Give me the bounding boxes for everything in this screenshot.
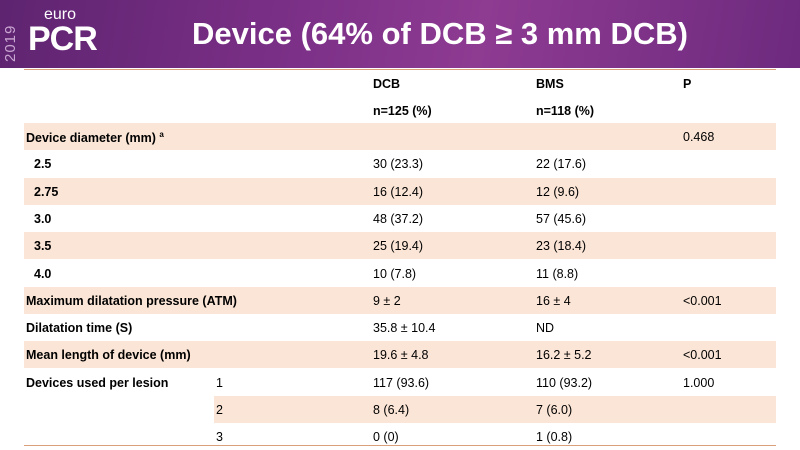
table-cell: 1 (0.8) — [536, 430, 573, 445]
column-header: P — [683, 77, 692, 91]
table-cell: 16 ± 4 — [536, 293, 571, 308]
header-band — [0, 0, 800, 68]
row-shade — [24, 232, 776, 260]
table-cell: Dilatation time (S) — [26, 321, 133, 336]
table-cell: 11 (8.8) — [536, 266, 579, 281]
table-cell: 8 (6.4) — [373, 403, 410, 417]
column-header: DCB — [373, 77, 401, 91]
table-cell: 9 ± 2 — [373, 293, 401, 308]
table-cell: 23 (18.4) — [536, 239, 587, 254]
table-cell: Mean length of device (mm) — [26, 348, 191, 363]
table-cell: 0.468 — [683, 130, 715, 144]
table-cell: 16.2 ± 5.2 — [536, 348, 592, 363]
table-cell: Devices used per lesion — [26, 375, 169, 390]
table-cell: 22 (17.6) — [536, 157, 587, 172]
table-cell: Device diameter (mm) a — [26, 130, 164, 146]
row-shade — [24, 123, 776, 150]
table-cell: 3.5 — [34, 239, 52, 254]
table-cell: 4.0 — [34, 266, 52, 281]
table-cell: 7 (6.0) — [536, 403, 573, 417]
table-cell: 48 (37.2) — [373, 211, 424, 226]
table-cell: 0 (0) — [373, 430, 399, 445]
row-shade — [24, 286, 776, 314]
table-cell: 1.000 — [683, 375, 715, 390]
table-cell: 3.0 — [34, 211, 52, 226]
logo-top: euro — [44, 6, 77, 23]
table-cell: 117 (93.6) — [373, 375, 430, 390]
table-cell: 110 (93.2) — [536, 375, 593, 390]
year: 2019 — [2, 24, 19, 62]
table-bottom-rule — [24, 445, 776, 446]
table-cell: 2.5 — [34, 157, 52, 172]
logo: PCR — [28, 20, 98, 58]
table-cell: 16 (12.4) — [373, 184, 424, 199]
column-subheader: n=118 (%) — [536, 104, 595, 118]
table-cell: 25 (19.4) — [373, 239, 424, 254]
table-cell: 1 — [216, 375, 223, 390]
table-cell: 2.75 — [34, 184, 59, 199]
table-cell: 30 (23.3) — [373, 157, 424, 172]
row-shade — [24, 177, 776, 205]
table-cell: 12 (9.6) — [536, 184, 580, 199]
table-cell: 57 (45.6) — [536, 211, 587, 226]
table-cell: 2 — [216, 403, 223, 417]
column-header: BMS — [536, 77, 564, 91]
row-shade — [24, 341, 776, 369]
table-cell: 3 — [216, 430, 223, 445]
column-subheader: n=125 (%) — [373, 104, 432, 118]
table-cell: Maximum dilatation pressure (ATM) — [26, 293, 237, 308]
table-cell: ND — [536, 321, 555, 336]
row-shade — [214, 396, 776, 423]
footnote-mark: a — [159, 130, 164, 139]
table-cell: <0.001 — [683, 293, 722, 308]
table-cell: 19.6 ± 4.8 — [373, 348, 429, 363]
table-cell: 35.8 ± 10.4 — [373, 321, 436, 336]
table-cell: <0.001 — [683, 348, 722, 363]
table-top-rule — [24, 69, 776, 70]
table-cell: 10 (7.8) — [373, 266, 417, 281]
slide-title: Device (64% of DCB ≥ 3 mm DCB) — [192, 16, 688, 51]
